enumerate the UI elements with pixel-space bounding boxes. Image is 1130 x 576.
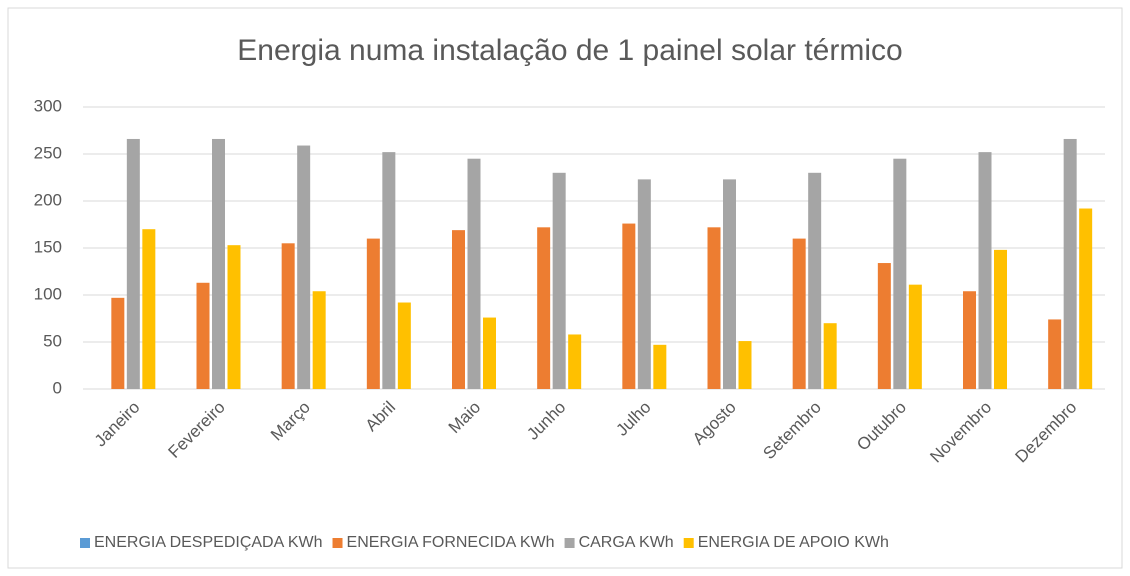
bar	[738, 341, 752, 389]
bar	[893, 158, 907, 389]
bar	[467, 158, 481, 389]
bar	[227, 245, 241, 389]
y-tick-label: 50	[43, 331, 62, 350]
bar	[397, 302, 411, 389]
bar	[792, 238, 806, 389]
legend-label: ENERGIA DE APOIO KWh	[698, 534, 889, 551]
bar	[281, 243, 295, 389]
bar	[1063, 138, 1077, 389]
bar	[142, 229, 156, 389]
legend-label: CARGA KWh	[579, 534, 674, 551]
legend-swatch	[80, 538, 90, 548]
bar	[707, 227, 721, 389]
bar	[297, 145, 311, 389]
bar	[212, 138, 225, 389]
y-tick-label: 300	[34, 96, 62, 115]
y-tick-label: 0	[53, 378, 62, 397]
bar	[994, 249, 1007, 389]
legend-swatch	[564, 538, 575, 548]
y-tick-label: 100	[34, 284, 62, 303]
bar	[963, 291, 976, 389]
legend-label: ENERGIA DESPEDIÇADA KWh	[94, 534, 323, 551]
bar	[723, 179, 736, 389]
bar	[552, 172, 566, 389]
chart-title: Energia numa instalação de 1 painel sola…	[237, 34, 902, 67]
y-tick-label: 200	[34, 190, 62, 209]
legend-swatch	[332, 538, 343, 548]
bar	[483, 317, 496, 389]
y-tick-label: 150	[34, 237, 62, 256]
bar	[637, 179, 651, 389]
bar	[126, 138, 140, 389]
bar	[1079, 208, 1093, 389]
bar	[877, 263, 891, 389]
bar	[568, 334, 582, 389]
bar	[908, 284, 922, 389]
bar	[1048, 319, 1062, 389]
legend-swatch	[683, 538, 694, 548]
bar	[823, 323, 837, 389]
bar	[312, 291, 326, 389]
y-tick-label: 250	[34, 143, 62, 162]
bar	[622, 223, 636, 389]
legend-label: ENERGIA FORNECIDA KWh	[347, 534, 555, 551]
bar	[452, 230, 465, 389]
bar	[196, 282, 210, 389]
bar	[808, 172, 822, 389]
bar	[537, 227, 551, 389]
bar	[978, 152, 992, 389]
bar	[111, 297, 125, 389]
bar	[653, 344, 667, 389]
bar	[366, 238, 380, 389]
bar	[382, 152, 396, 389]
